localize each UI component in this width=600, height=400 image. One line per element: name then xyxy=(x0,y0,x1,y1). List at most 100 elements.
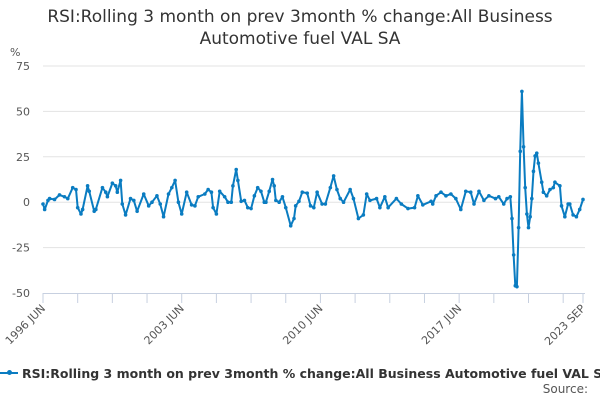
data-point xyxy=(176,200,181,204)
data-point xyxy=(364,192,369,196)
chart-title: RSI:Rolling 3 month on prev 3month % cha… xyxy=(47,7,553,49)
data-point xyxy=(511,253,516,257)
data-point xyxy=(526,225,531,230)
data-point xyxy=(141,192,146,196)
y-tick-label: -50 xyxy=(12,287,30,300)
y-axis-unit-label: % xyxy=(10,46,20,59)
x-axis: 1996 JUN 2003 JUN 2010 JUN 2017 JUN 2023 SEP xyxy=(3,293,588,348)
data-point xyxy=(288,224,293,228)
data-point xyxy=(421,203,425,207)
data-point xyxy=(292,216,296,221)
data-point xyxy=(449,192,453,196)
data-point xyxy=(308,204,313,208)
data-point xyxy=(57,193,62,197)
data-point xyxy=(487,194,491,198)
data-point xyxy=(297,199,301,204)
data-point xyxy=(252,194,257,198)
data-point xyxy=(394,196,399,201)
data-point xyxy=(217,189,222,194)
data-point xyxy=(335,187,339,192)
data-point xyxy=(158,202,163,206)
x-tick-label: 2010 JUN xyxy=(280,302,325,347)
data-point xyxy=(508,194,513,199)
data-point xyxy=(41,202,45,206)
y-tick-label: 25 xyxy=(16,151,30,164)
data-point xyxy=(328,185,333,190)
data-point xyxy=(105,194,110,199)
data-point xyxy=(211,205,215,210)
data-point xyxy=(173,178,177,183)
data-point xyxy=(110,181,115,185)
data-point xyxy=(430,202,435,206)
data-point xyxy=(155,194,159,198)
x-tick-label: 2017 JUN xyxy=(419,302,464,347)
data-point xyxy=(128,196,133,201)
data-point xyxy=(206,187,210,192)
data-point xyxy=(239,199,243,204)
data-point xyxy=(429,199,433,204)
x-tick-label: 1996 JUN xyxy=(3,302,48,347)
data-point xyxy=(184,190,189,195)
data-point xyxy=(331,174,336,178)
data-point xyxy=(203,192,207,196)
data-point xyxy=(242,198,247,203)
data-point xyxy=(87,189,92,194)
data-point xyxy=(567,202,572,206)
legend-label: RSI:Rolling 3 month on prev 3month % cha… xyxy=(22,365,600,381)
data-point xyxy=(231,184,235,188)
data-point xyxy=(312,205,316,210)
data-point xyxy=(571,213,575,217)
data-point xyxy=(229,200,234,204)
y-axis: 75 50 25 0 -25 -50% xyxy=(10,46,30,300)
data-point xyxy=(482,198,486,203)
data-point xyxy=(179,212,184,216)
data-point xyxy=(62,194,67,199)
data-point xyxy=(80,207,85,212)
data-point xyxy=(523,185,528,190)
y-tick-label: 0 xyxy=(23,196,30,209)
data-point xyxy=(553,180,557,185)
data-point xyxy=(280,194,285,199)
data-point xyxy=(249,206,253,211)
data-point xyxy=(544,194,549,198)
data-point xyxy=(558,184,562,188)
data-point xyxy=(170,185,174,190)
data-point xyxy=(300,190,305,195)
data-point xyxy=(386,205,390,210)
data-point xyxy=(234,167,239,172)
data-point xyxy=(348,187,352,192)
data-point xyxy=(521,145,526,149)
y-tick-label: -25 xyxy=(12,242,30,255)
data-point xyxy=(103,190,108,195)
data-point xyxy=(416,194,420,198)
data-point xyxy=(515,284,519,289)
data-point xyxy=(581,197,585,202)
data-point xyxy=(161,214,166,219)
data-point xyxy=(463,189,468,194)
gridlines xyxy=(43,65,585,249)
legend[interactable]: RSI:Rolling 3 month on prev 3month % cha… xyxy=(0,365,600,381)
y-tick-label: 50 xyxy=(16,105,30,118)
data-point xyxy=(518,149,523,154)
data-point xyxy=(516,225,521,230)
data-point xyxy=(146,204,151,208)
data-point xyxy=(272,184,276,188)
data-point xyxy=(577,207,582,212)
data-point xyxy=(399,202,404,206)
data-point xyxy=(378,205,382,210)
data-point xyxy=(135,209,139,214)
data-point xyxy=(264,200,268,204)
data-point xyxy=(166,192,171,196)
x-tick-label: 2023 SEP xyxy=(542,302,588,348)
data-point xyxy=(548,187,552,192)
data-point xyxy=(267,189,272,194)
data-point xyxy=(368,198,372,203)
data-point xyxy=(351,196,356,201)
data-point xyxy=(305,191,310,195)
data-point xyxy=(356,216,361,221)
data-point xyxy=(528,214,532,219)
data-point xyxy=(468,190,473,195)
data-point xyxy=(79,212,83,216)
y-tick-label: 75 xyxy=(16,60,30,73)
data-point xyxy=(472,202,476,206)
